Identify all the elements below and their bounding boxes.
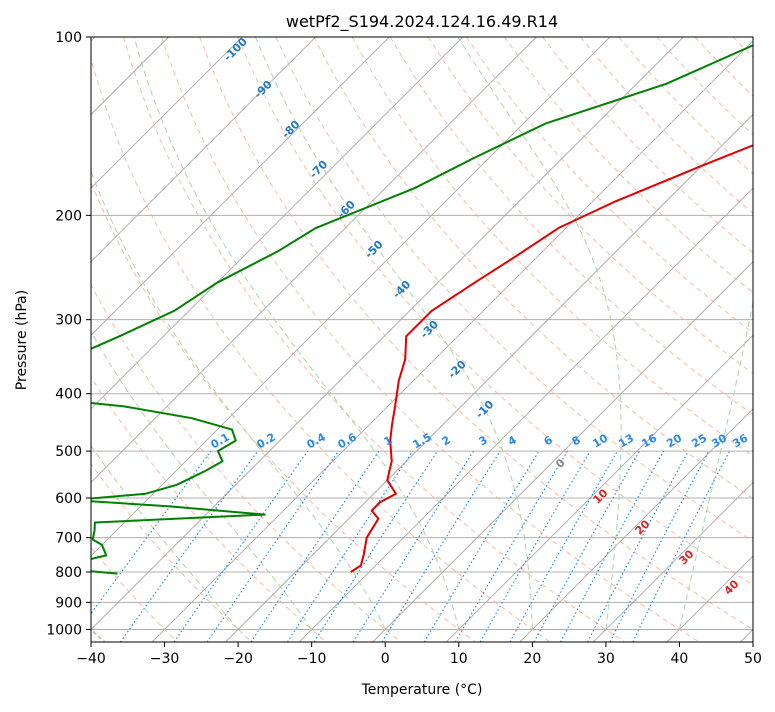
mixing-ratio-line bbox=[424, 451, 539, 642]
dewpoint-profile bbox=[0, 37, 772, 574]
mixing-ratio-label: 0.2 bbox=[255, 430, 278, 451]
grid-layer bbox=[0, 37, 775, 642]
mixing-ratio-label: 0.4 bbox=[305, 430, 329, 451]
dry-adiabat-line bbox=[0, 37, 326, 642]
moist-adiabat-line bbox=[679, 37, 775, 629]
y-tick-label: 1000 bbox=[46, 622, 82, 638]
y-tick-label: 900 bbox=[55, 595, 82, 611]
dry-adiabat-line bbox=[276, 37, 775, 642]
isotherm-line bbox=[0, 37, 242, 642]
mixing-ratio-label: 0.1 bbox=[209, 430, 232, 451]
mixing-ratio-label: 0.6 bbox=[336, 430, 360, 451]
chart-title: wetPf2_S194.2024.124.16.49.R14 bbox=[286, 12, 558, 32]
mixing-ratio-line bbox=[314, 451, 437, 642]
x-tick-label: −40 bbox=[76, 651, 106, 667]
data-layer bbox=[0, 37, 775, 574]
mixing-ratio-label: 6 bbox=[542, 433, 555, 448]
isotherm-line bbox=[0, 37, 536, 642]
dry-adiabat-label: -40 bbox=[390, 278, 413, 301]
isotherm-line bbox=[152, 37, 757, 642]
y-tick-label: 700 bbox=[55, 531, 82, 547]
y-tick-label: 300 bbox=[55, 313, 82, 329]
dry-adiabat-label: -20 bbox=[446, 358, 469, 381]
mixing-ratio-label: 2 bbox=[440, 433, 453, 448]
mixing-ratio-line bbox=[455, 451, 567, 642]
isotherm-label: 0 bbox=[553, 456, 568, 471]
dry-adiabat-line bbox=[352, 37, 775, 642]
dry-adiabat-line bbox=[466, 37, 775, 642]
mixing-ratio-line bbox=[207, 451, 338, 642]
x-axis-label: Temperature (°C) bbox=[361, 682, 483, 698]
x-tick-label: 10 bbox=[450, 651, 468, 667]
x-tick-label: −20 bbox=[223, 651, 253, 667]
dry-adiabat-label: -70 bbox=[307, 158, 330, 181]
mixing-ratio-label: 20 bbox=[664, 431, 684, 450]
x-tick-label: 20 bbox=[523, 651, 541, 667]
mixing-ratio-label: 13 bbox=[616, 432, 636, 451]
isotherm-line bbox=[520, 37, 775, 642]
x-tick-label: 0 bbox=[381, 651, 390, 667]
y-tick-label: 800 bbox=[55, 565, 82, 581]
isotherm-label: 40 bbox=[722, 577, 742, 597]
x-tick-label: 50 bbox=[744, 651, 762, 667]
isotherm-line bbox=[78, 37, 683, 642]
mixing-ratio-line bbox=[251, 451, 379, 642]
dry-adiabat-line bbox=[124, 37, 625, 642]
moist-adiabat-line bbox=[0, 37, 312, 629]
mixing-ratio-label: 8 bbox=[570, 433, 583, 448]
dry-adiabat-line bbox=[771, 37, 775, 642]
x-tick-label: 40 bbox=[671, 651, 689, 667]
dry-adiabat-line bbox=[505, 37, 775, 642]
y-tick-label: 600 bbox=[55, 491, 82, 507]
mixing-ratio-line bbox=[534, 451, 639, 642]
isotherm-label: 10 bbox=[591, 486, 611, 506]
mixing-ratio-line bbox=[588, 451, 689, 642]
dry-adiabat-line bbox=[9, 37, 401, 642]
y-tick-label: 400 bbox=[55, 387, 82, 403]
mixing-ratio-line bbox=[353, 451, 473, 642]
moist-adiabat-line bbox=[0, 37, 238, 629]
dry-adiabat-label: -60 bbox=[335, 198, 358, 221]
mixing-ratio-label: 25 bbox=[689, 432, 709, 451]
mixing-ratio-line bbox=[561, 451, 664, 642]
mixing-ratio-label: 4 bbox=[506, 433, 519, 448]
mixing-ratio-label: 36 bbox=[730, 431, 750, 450]
isotherm-line bbox=[0, 37, 316, 642]
mixing-ratio-label: 1 bbox=[382, 433, 395, 448]
x-tick-label: −30 bbox=[150, 651, 180, 667]
y-tick-label: 100 bbox=[55, 30, 82, 46]
dry-adiabat-label: -80 bbox=[279, 118, 302, 141]
isotherm-line bbox=[0, 37, 389, 642]
dry-adiabat-label: -10 bbox=[473, 398, 496, 421]
mixing-ratio-label: 16 bbox=[639, 431, 659, 450]
dry-adiabat-line bbox=[695, 37, 775, 642]
dry-adiabat-label: -100 bbox=[221, 35, 250, 64]
dry-adiabat-line bbox=[0, 37, 252, 642]
dry-adiabat-line bbox=[390, 37, 775, 642]
mixing-ratio-label: 3 bbox=[477, 433, 490, 448]
mixing-ratio-label: 10 bbox=[590, 431, 610, 450]
dry-adiabat-line bbox=[85, 37, 550, 642]
mixing-ratio-label: 1.5 bbox=[411, 430, 434, 451]
isotherm-label: 30 bbox=[677, 547, 697, 567]
y-tick-label: 200 bbox=[55, 208, 82, 224]
mixing-ratio-label: 30 bbox=[709, 431, 729, 450]
plot-frame bbox=[91, 37, 753, 642]
isotherm-line bbox=[0, 37, 463, 642]
dry-adiabat-line bbox=[314, 37, 775, 642]
x-tick-label: −10 bbox=[297, 651, 327, 667]
dry-adiabat-line bbox=[238, 37, 775, 642]
isotherm-label: 20 bbox=[633, 517, 653, 537]
y-tick-label: 500 bbox=[55, 444, 82, 460]
dry-adiabat-label: -50 bbox=[362, 238, 385, 261]
x-tick-label: 30 bbox=[597, 651, 615, 667]
y-axis-label: Pressure (hPa) bbox=[14, 290, 30, 390]
